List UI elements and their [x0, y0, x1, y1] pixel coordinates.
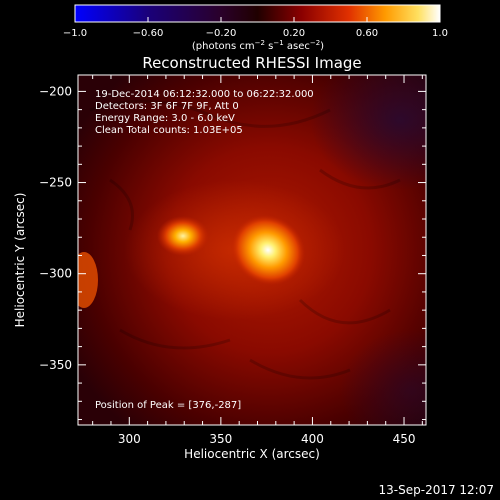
info-line: Detectors: 3F 6F 7F 9F, Att 0 [95, 101, 239, 112]
image-dark-corner-lower [340, 330, 426, 425]
y-tick-label: −250 [39, 176, 72, 190]
colorbar-tick-label: −1.0 [63, 28, 87, 39]
colorbar-tick-label: −0.60 [133, 28, 164, 39]
y-tick-label: −350 [39, 358, 72, 372]
colorbar [75, 5, 440, 22]
y-tick-label: −200 [39, 84, 72, 98]
y-tick-label: −300 [39, 267, 72, 281]
colorbar-tick-label: 0.20 [283, 28, 305, 39]
source-right [230, 214, 306, 286]
image-dark-corner [310, 75, 426, 190]
colorbar-tick-labels: −1.0 −0.60 −0.20 0.20 0.60 1.0 [63, 28, 448, 39]
plot-title: Reconstructed RHESSI Image [142, 54, 361, 72]
x-tick-label: 350 [209, 432, 232, 446]
image-edge-source [78, 252, 98, 308]
colorbar-ticks [74, 17, 441, 22]
x-axis-ticks [92, 75, 423, 425]
y-axis-tick-labels: −200 −250 −300 −350 [39, 84, 72, 371]
x-tick-label: 400 [301, 432, 324, 446]
info-line: 19-Dec-2014 06:12:32.000 to 06:22:32.000 [95, 89, 314, 100]
observation-info: 19-Dec-2014 06:12:32.000 to 06:22:32.000… [95, 89, 314, 136]
render-timestamp: 13-Sep-2017 12:07 [379, 483, 494, 497]
image-ripples [89, 99, 401, 380]
info-line: Clean Total counts: 1.03E+05 [95, 125, 243, 136]
y-axis-ticks [78, 90, 426, 421]
info-line: Energy Range: 3.0 - 6.0 keV [95, 113, 235, 124]
x-tick-label: 450 [393, 432, 416, 446]
source-left [157, 216, 209, 256]
x-axis-label: Heliocentric X (arcsec) [184, 447, 320, 461]
y-axis-label: Heliocentric Y (arcsec) [13, 193, 27, 328]
x-axis-tick-labels: 300 350 400 450 [118, 432, 416, 446]
peak-position: Position of Peak = [376,-287] [95, 400, 241, 411]
colorbar-tick-label: −0.20 [206, 28, 237, 39]
x-tick-label: 300 [118, 432, 141, 446]
colorbar-tick-label: 1.0 [432, 28, 448, 39]
colorbar-tick-label: 0.60 [356, 28, 378, 39]
colorbar-units: (photons cm−2 s−1 asec−2) [192, 39, 324, 52]
plot-frame [77, 74, 427, 426]
colorbar-frame [74, 4, 441, 23]
rhessi-image [78, 75, 426, 425]
